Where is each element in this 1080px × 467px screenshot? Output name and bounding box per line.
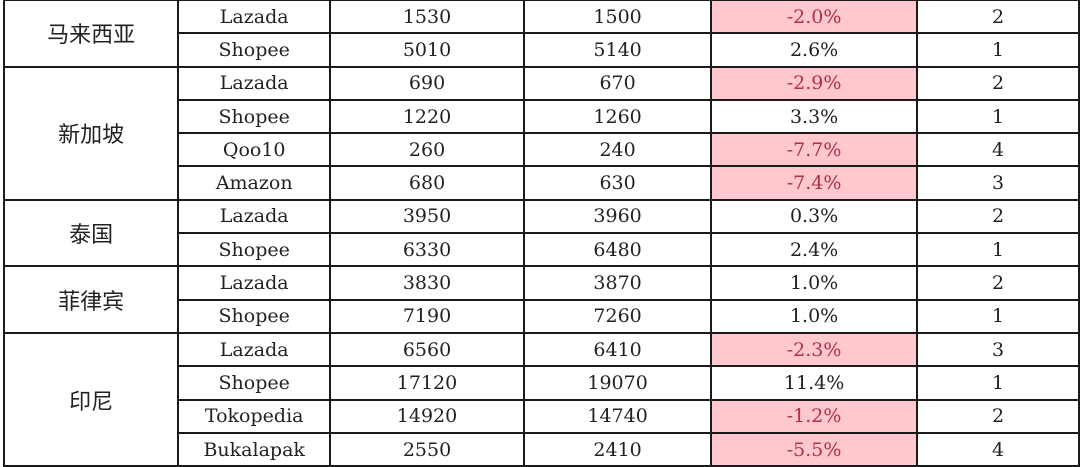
- value-2-cell: 3870: [523, 265, 713, 301]
- table-row: 印尼 Lazada 6560 6410 -2.3% 3: [2, 331, 1080, 467]
- platform-cell: Amazon: [177, 165, 332, 201]
- platform-cell: Bukalapak: [177, 431, 332, 467]
- country-cell: 菲律宾: [2, 265, 180, 334]
- value-1-cell: 6330: [329, 232, 526, 268]
- change-cell: 2.4%: [710, 232, 919, 268]
- rank-cell: 4: [916, 431, 1080, 467]
- value-1-cell: 6560: [329, 331, 526, 368]
- value-1-cell: 3830: [329, 265, 526, 301]
- platform-cell: Qoo10: [177, 132, 332, 168]
- country-cell: 马来西亚: [2, 0, 180, 68]
- platform-cell: Shopee: [177, 232, 332, 268]
- value-2-cell: 630: [523, 165, 713, 201]
- change-cell: -1.2%: [710, 398, 919, 434]
- platform-cell: Shopee: [177, 365, 332, 401]
- value-2-cell: 14740: [523, 398, 713, 434]
- value-2-cell: 19070: [523, 365, 713, 401]
- rank-cell: 1: [916, 365, 1080, 401]
- platform-cell: Lazada: [177, 265, 332, 301]
- platform-cell: Lazada: [177, 65, 332, 101]
- value-2-cell: 6480: [523, 232, 713, 268]
- rank-cell: 2: [916, 265, 1080, 301]
- table-row: 泰国 Lazada 3950 3960 0.3% 2: [2, 198, 1080, 268]
- change-cell: -2.3%: [710, 331, 919, 368]
- rank-cell: 1: [916, 32, 1080, 68]
- rank-cell: 4: [916, 132, 1080, 168]
- value-1-cell: 7190: [329, 298, 526, 334]
- table-row: Shopee 1220 1260 3.3% 1: [4, 98, 1080, 135]
- value-2-cell: 7260: [523, 298, 713, 334]
- rank-cell: 1: [916, 232, 1080, 268]
- change-cell: -7.4%: [710, 165, 919, 201]
- platform-cell: Shopee: [177, 298, 332, 334]
- value-1-cell: 3950: [329, 198, 526, 235]
- value-1-cell: 680: [329, 165, 526, 201]
- change-cell: 2.6%: [710, 32, 919, 68]
- change-cell: 1.0%: [710, 265, 919, 301]
- change-cell: 3.3%: [710, 98, 919, 135]
- change-cell: -5.5%: [710, 431, 919, 467]
- platform-cell: Lazada: [177, 331, 332, 368]
- rank-cell: 2: [916, 198, 1080, 235]
- value-2-cell: 1500: [523, 0, 713, 35]
- table-row: Shopee 5010 5140 2.6% 1: [4, 32, 1080, 68]
- value-1-cell: 1530: [329, 0, 526, 35]
- change-cell: -2.9%: [710, 65, 919, 101]
- change-cell: -2.0%: [710, 0, 919, 35]
- rank-cell: 3: [916, 331, 1080, 368]
- value-1-cell: 5010: [329, 32, 526, 68]
- table-row: 新加坡 Lazada 690 670 -2.9% 2: [2, 65, 1080, 201]
- value-1-cell: 1220: [329, 98, 526, 135]
- rank-cell: 3: [916, 165, 1080, 201]
- platform-cell: Tokopedia: [177, 398, 332, 434]
- rank-cell: 1: [916, 98, 1080, 135]
- country-cell: 印尼: [2, 331, 180, 467]
- table-row: 马来西亚 Lazada 1530 1500 -2.0% 2: [2, 0, 1080, 68]
- table-row: Shopee 6330 6480 2.4% 1: [4, 232, 1080, 268]
- rank-cell: 1: [916, 298, 1080, 334]
- value-2-cell: 3960: [523, 198, 713, 235]
- table-row: Amazon 680 630 -7.4% 3: [4, 165, 1080, 201]
- rank-cell: 2: [916, 398, 1080, 434]
- value-2-cell: 1260: [523, 98, 713, 135]
- rank-cell: 2: [916, 65, 1080, 101]
- value-2-cell: 2410: [523, 431, 713, 467]
- platform-cell: Shopee: [177, 32, 332, 68]
- change-cell: 1.0%: [710, 298, 919, 334]
- platform-cell: Lazada: [177, 198, 332, 235]
- value-1-cell: 17120: [329, 365, 526, 401]
- value-1-cell: 690: [329, 65, 526, 101]
- value-2-cell: 5140: [523, 32, 713, 68]
- table-row: Qoo10 260 240 -7.7% 4: [4, 132, 1080, 168]
- platform-cell: Lazada: [177, 0, 332, 35]
- table-row: Shopee 7190 7260 1.0% 1: [4, 298, 1080, 334]
- value-2-cell: 6410: [523, 331, 713, 368]
- platform-cell: Shopee: [177, 98, 332, 135]
- change-cell: -7.7%: [710, 132, 919, 168]
- value-1-cell: 260: [329, 132, 526, 168]
- country-cell: 泰国: [2, 198, 180, 268]
- table-row: Shopee 17120 19070 11.4% 1: [4, 365, 1080, 401]
- change-cell: 0.3%: [710, 198, 919, 235]
- table-row: Tokopedia 14920 14740 -1.2% 2: [4, 398, 1080, 434]
- value-1-cell: 14920: [329, 398, 526, 434]
- table-row: 菲律宾 Lazada 3830 3870 1.0% 2: [2, 265, 1080, 334]
- rank-cell: 2: [916, 0, 1080, 35]
- change-cell: 11.4%: [710, 365, 919, 401]
- country-cell: 新加坡: [2, 65, 180, 201]
- value-2-cell: 240: [523, 132, 713, 168]
- value-2-cell: 670: [523, 65, 713, 101]
- value-1-cell: 2550: [329, 431, 526, 467]
